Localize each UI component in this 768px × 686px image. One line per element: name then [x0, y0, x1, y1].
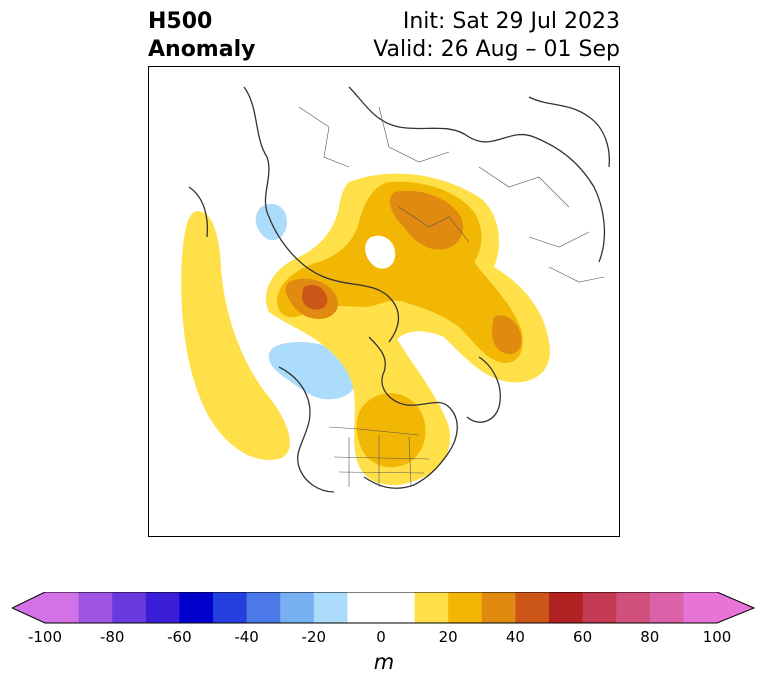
chart-title: H500 Anomaly	[148, 8, 255, 64]
colorbar-tick-label: 20	[438, 628, 458, 646]
colorbar-bin-19	[683, 592, 718, 623]
colorbar-tick-label: -60	[167, 628, 192, 646]
colorbar-bin-16	[582, 592, 617, 623]
colorbar-outline	[12, 592, 756, 624]
init-date: Init: Sat 29 Jul 2023	[402, 9, 620, 34]
valid-range: Valid: 26 Aug – 01 Sep	[373, 37, 620, 62]
colorbar-bin-14	[515, 592, 550, 623]
anomaly-map	[148, 66, 620, 537]
colorbar-tick-label: 100	[702, 628, 732, 646]
country-borders	[298, 106, 605, 487]
anomaly-arctic-positive-3	[389, 190, 464, 250]
colorbar-tick-label: -40	[234, 628, 259, 646]
colorbar-bin-18	[649, 592, 684, 623]
anomaly-west-positive-4	[301, 285, 328, 310]
colorbar-tick-label: 0	[376, 628, 386, 646]
colorbar-bin-10	[381, 592, 416, 623]
colorbar-tick-label: 80	[640, 628, 660, 646]
colorbar-bin-15	[549, 592, 584, 623]
colorbar-tick-label: -100	[27, 628, 63, 646]
colorbar-bin-13	[481, 592, 516, 623]
coastlines	[188, 86, 610, 493]
colorbar-bin-1	[78, 592, 113, 623]
colorbar-bin-5	[213, 592, 248, 623]
colorbar-bin-6	[246, 592, 281, 623]
colorbar-bin-7	[280, 592, 315, 623]
colorbar-bin-12	[448, 592, 483, 623]
colorbar-tick-label: 40	[505, 628, 525, 646]
map-canvas	[181, 86, 610, 493]
colorbar-extend-low	[12, 592, 45, 623]
colorbar-tick-label: 60	[573, 628, 593, 646]
colorbar-bin-0	[45, 592, 80, 623]
forecast-info: Init: Sat 29 Jul 2023 Valid: 26 Aug – 01…	[373, 8, 620, 64]
colorbar-unit: m	[373, 650, 395, 674]
anomaly-namerica-positive	[356, 393, 426, 468]
colorbar-extend-high	[717, 592, 754, 623]
colorbar	[12, 592, 756, 624]
anomaly-pacific-positive	[181, 211, 290, 460]
anomaly-contours	[181, 173, 550, 486]
colorbar-bin-9	[347, 592, 382, 623]
colorbar-bin-8	[313, 592, 348, 623]
title-line-2: Anomaly	[148, 37, 256, 62]
title-line-1: H500	[148, 9, 213, 34]
colorbar-bin-3	[145, 592, 180, 623]
colorbar-bin-2	[112, 592, 147, 623]
colorbar-bin-4	[179, 592, 214, 623]
colorbar-bin-11	[414, 592, 449, 623]
anomaly-east-positive-3	[492, 315, 522, 355]
colorbar-tick-label: -80	[99, 628, 125, 646]
colorbar-bin-17	[616, 592, 651, 623]
colorbar-tick-label: -20	[301, 628, 327, 646]
